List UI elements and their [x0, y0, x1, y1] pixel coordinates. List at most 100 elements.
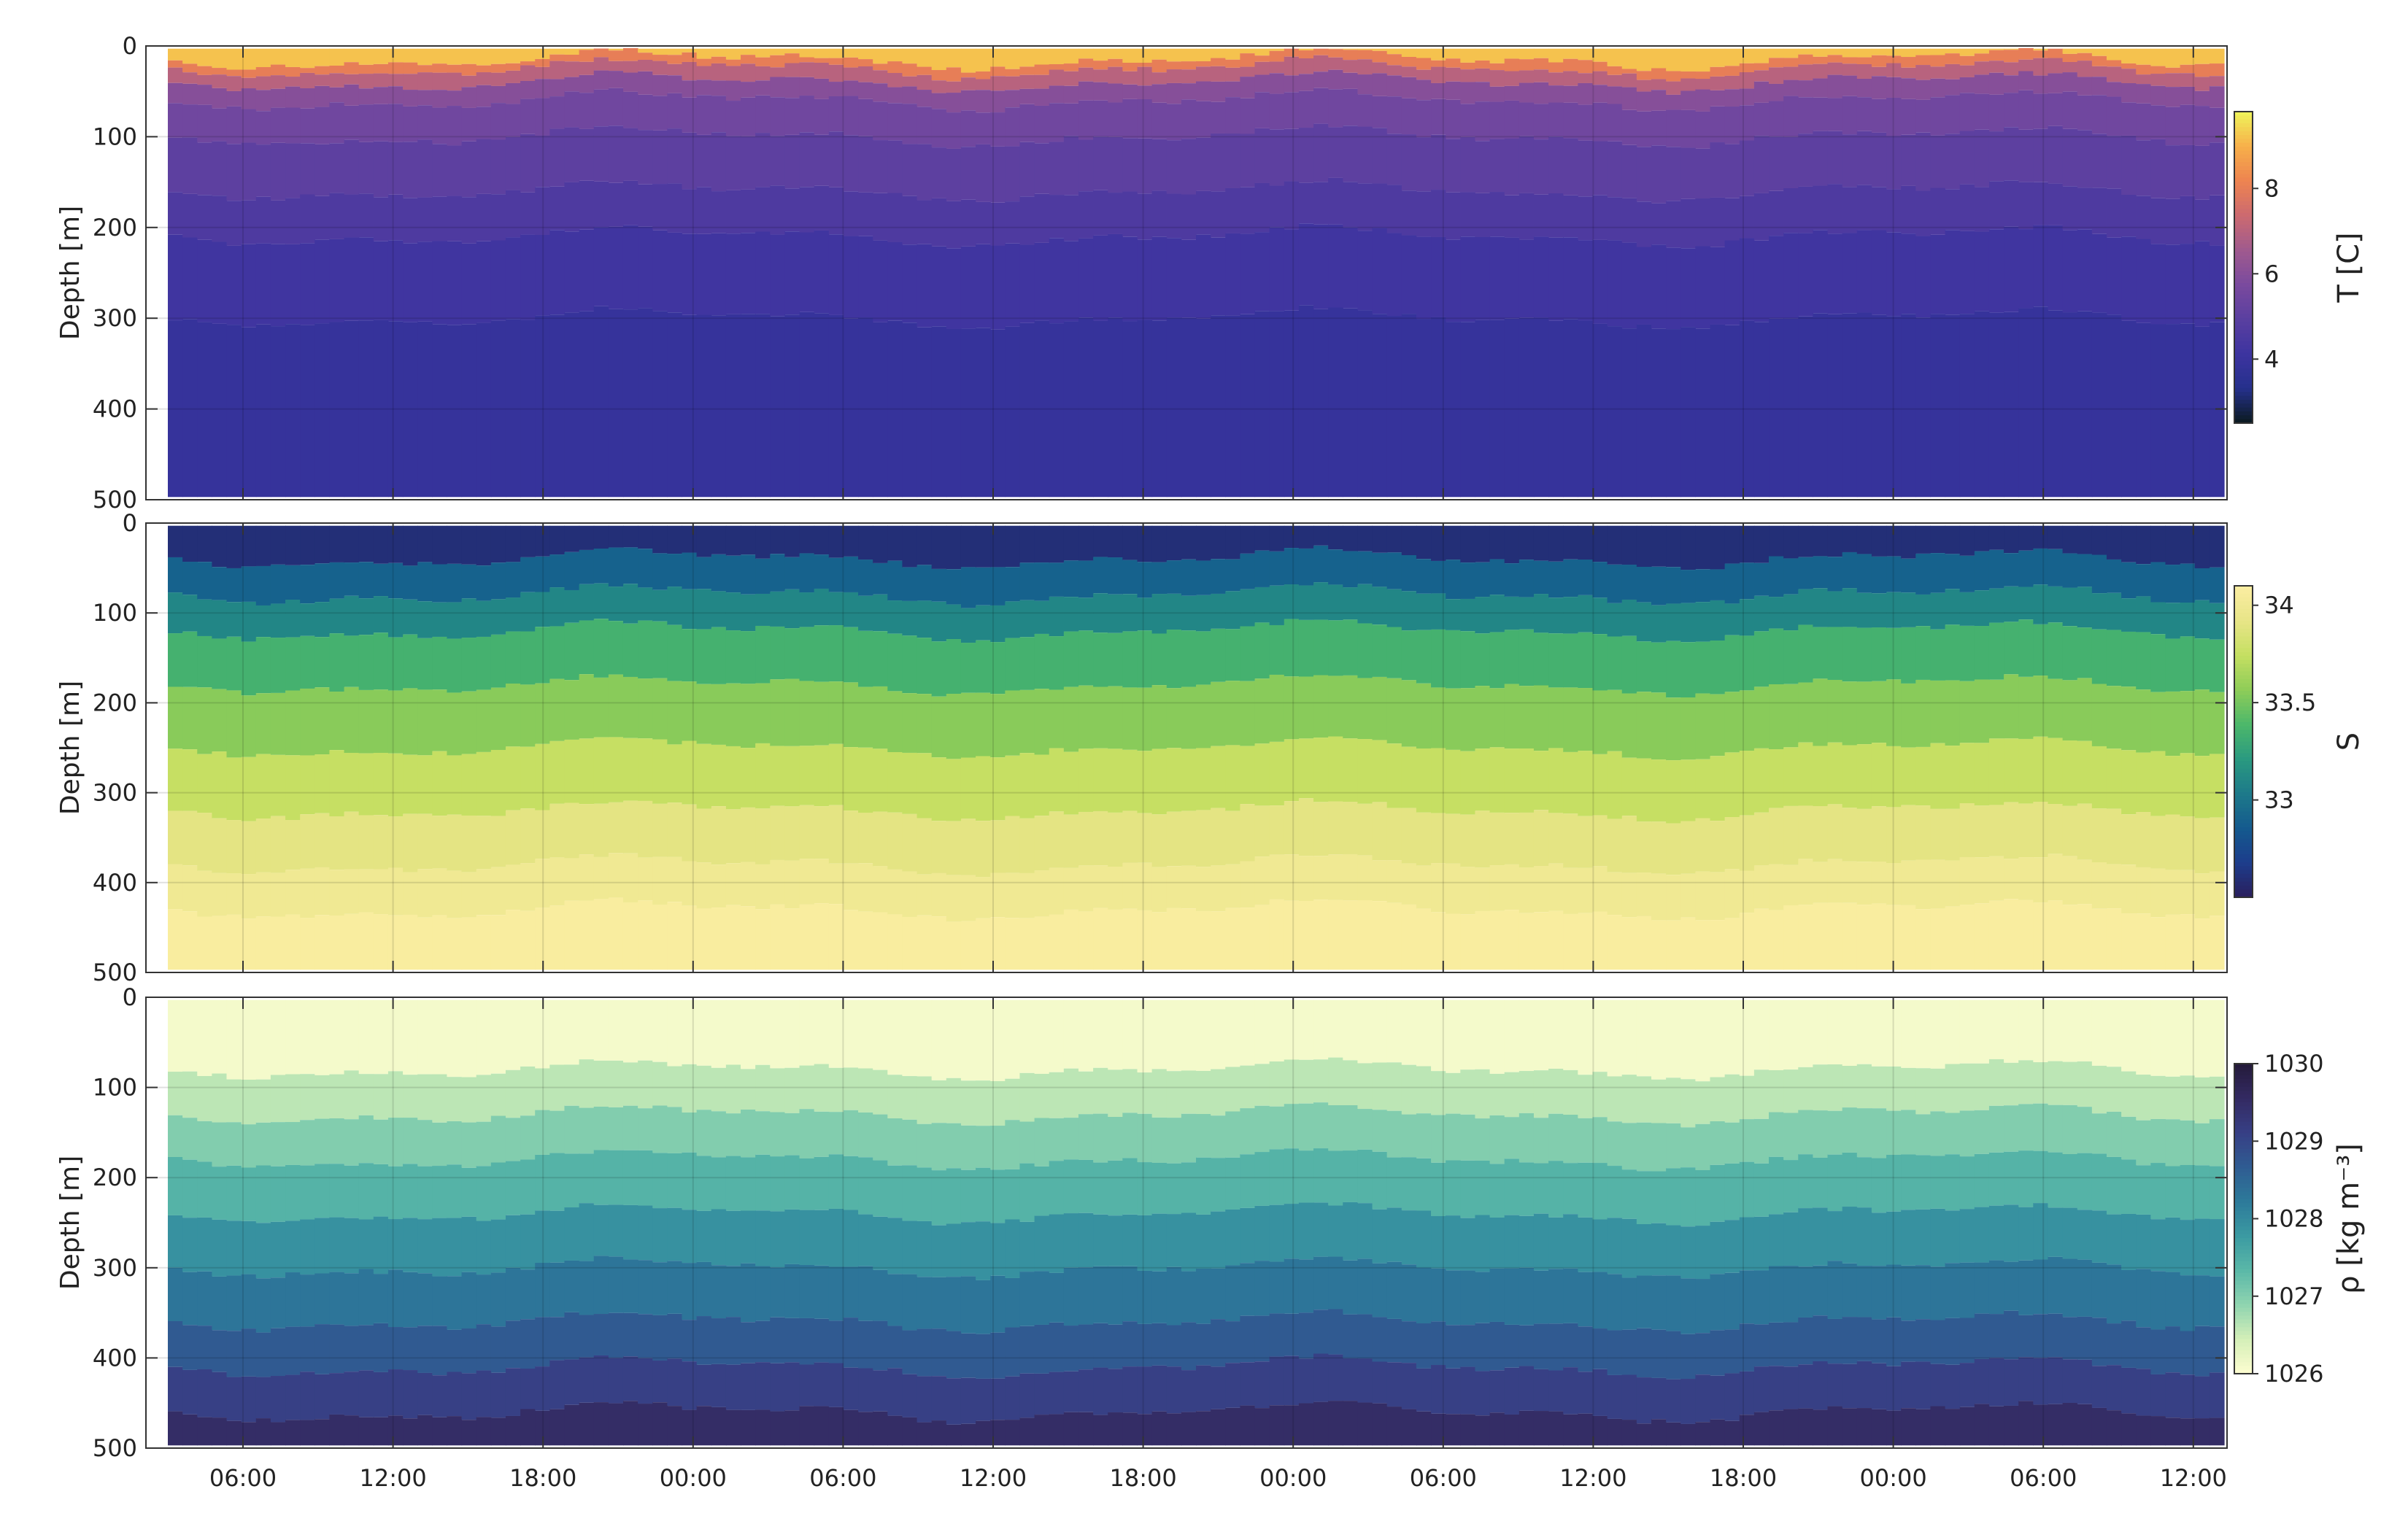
data-cell — [1915, 132, 1932, 191]
data-cell — [1930, 1406, 1946, 1446]
data-cell — [1988, 1205, 2004, 1261]
data-cell — [593, 1060, 609, 1107]
data-cell — [314, 239, 331, 324]
colorbar-segment — [2234, 873, 2253, 878]
data-cell — [1769, 999, 1784, 1070]
data-cell — [667, 902, 683, 970]
data-cell — [1343, 48, 1359, 50]
data-cell — [799, 525, 815, 554]
data-cell — [593, 856, 609, 900]
colorbar-segment — [2234, 1164, 2253, 1169]
x-tick-label: 00:00 — [1259, 1464, 1327, 1492]
data-cell — [476, 65, 492, 73]
data-cell — [329, 65, 345, 74]
data-cell — [2062, 740, 2078, 806]
data-cell — [1240, 1154, 1256, 1208]
data-cell — [725, 1364, 741, 1410]
data-cell — [1166, 688, 1182, 748]
colorbar-segment — [2234, 1071, 2253, 1076]
colorbar-segment — [2234, 698, 2253, 703]
data-cell — [770, 525, 785, 554]
data-cell — [1151, 236, 1168, 321]
data-cell — [285, 1272, 301, 1327]
data-cell — [1680, 697, 1696, 760]
data-cell — [887, 560, 903, 601]
colorbar-segment — [2234, 341, 2253, 346]
data-cell — [1988, 525, 2004, 550]
data-cell — [417, 65, 433, 73]
data-cell — [1211, 81, 1226, 102]
data-cell — [2004, 75, 2019, 93]
data-cell — [564, 127, 580, 182]
data-cell — [417, 525, 433, 562]
colorbar-segment — [2234, 1203, 2253, 1208]
data-cell — [1298, 90, 1314, 128]
data-cell — [1166, 525, 1182, 561]
data-cell — [843, 318, 859, 498]
data-cell — [1063, 1213, 1079, 1268]
data-cell — [1328, 1150, 1343, 1206]
data-cell — [1401, 904, 1417, 970]
data-cell — [1518, 59, 1535, 71]
data-cell — [1475, 101, 1491, 142]
data-cell — [241, 142, 257, 201]
data-cell — [447, 90, 463, 107]
data-cell — [1739, 525, 1755, 563]
data-cell — [1827, 1318, 1843, 1364]
data-cell — [638, 999, 653, 1061]
data-cell — [1343, 227, 1359, 309]
colorbar-segment — [2234, 1126, 2253, 1130]
data-cell — [622, 1204, 638, 1260]
data-cell — [1915, 1155, 1932, 1210]
data-cell — [1974, 903, 1990, 970]
data-cell — [608, 525, 624, 548]
data-cell — [1049, 1414, 1065, 1446]
data-cell — [2106, 908, 2122, 970]
data-cell — [2062, 128, 2078, 187]
data-cell — [1328, 736, 1343, 802]
data-cell — [711, 233, 727, 316]
data-cell — [638, 1150, 653, 1206]
data-cell — [1196, 318, 1211, 498]
data-cell — [858, 236, 873, 318]
data-cell — [270, 75, 286, 89]
data-cell — [770, 746, 785, 806]
data-cell — [387, 753, 404, 817]
data-cell — [960, 328, 976, 498]
data-cell — [329, 73, 345, 88]
data-cell — [799, 1364, 815, 1407]
data-cell — [1181, 48, 1197, 62]
data-cell — [182, 911, 198, 970]
data-cell — [2062, 1153, 2078, 1208]
data-cell — [799, 1406, 815, 1446]
data-cell — [1034, 1271, 1050, 1325]
data-cell — [1137, 48, 1153, 63]
data-cell — [608, 674, 624, 738]
data-cell — [1651, 1377, 1667, 1420]
data-cell — [1666, 1331, 1681, 1380]
colorbar-segment — [2234, 147, 2253, 151]
data-cell — [373, 1074, 389, 1120]
colorbar-segment — [2234, 671, 2253, 676]
data-cell — [212, 999, 228, 1074]
data-cell — [1284, 181, 1300, 230]
data-cell — [1416, 58, 1432, 70]
data-cell — [1915, 1068, 1932, 1115]
data-cell — [300, 88, 315, 109]
data-cell — [1357, 551, 1373, 584]
data-cell — [1651, 525, 1667, 567]
data-cell — [1578, 999, 1594, 1075]
data-cell — [1269, 525, 1285, 552]
data-cell — [300, 999, 315, 1075]
data-cell — [314, 602, 331, 638]
data-cell — [520, 631, 536, 685]
data-cell — [403, 525, 418, 566]
data-cell — [1783, 80, 1799, 96]
data-cell — [696, 314, 712, 498]
data-cell — [241, 1079, 257, 1125]
data-cell — [2209, 639, 2225, 692]
data-cell — [1225, 81, 1240, 98]
data-cell — [1166, 82, 1182, 104]
data-cell — [2077, 554, 2093, 587]
data-cell — [1901, 1408, 1916, 1446]
